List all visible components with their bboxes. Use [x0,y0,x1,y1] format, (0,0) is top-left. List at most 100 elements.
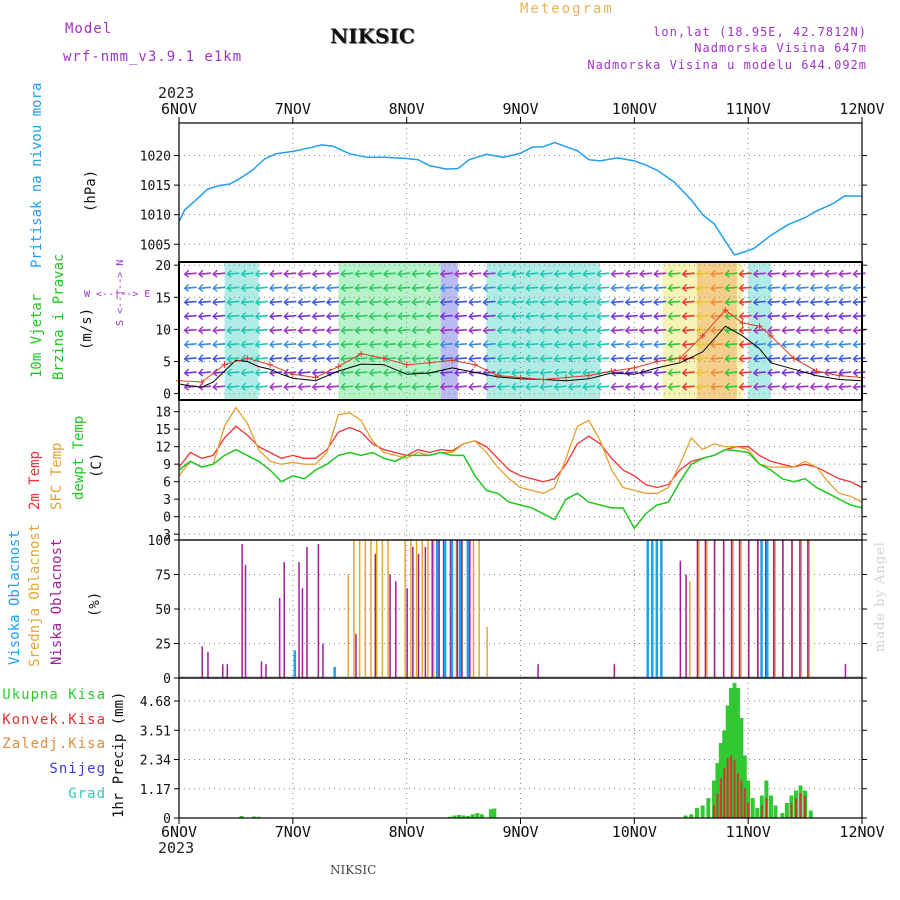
wind-arrow [270,314,283,318]
wind-arrow [326,286,340,290]
wind-arrow [369,314,382,318]
wind-arrow-head [610,354,617,363]
wind-arrow-head [539,354,545,363]
wind-arrow [398,385,411,388]
gust-marker [289,371,296,378]
gust-marker [756,323,763,330]
year-bottom: 2023 [158,839,195,857]
wind-arrow-head [197,326,204,335]
wind-arrow [597,314,610,318]
wind-arrow [198,371,211,374]
wind-arrow-head [411,283,417,292]
wind-arrow [554,371,567,374]
wind-arrow-head [567,368,574,377]
wind-arrow [440,385,453,388]
wind-arrow-head [368,326,375,335]
total-precip-bar [712,780,717,818]
wind-arrow-head [439,382,446,391]
wind-arrow-head [269,354,275,363]
wind-arrow [412,300,425,304]
wind-arrow [639,357,653,360]
wind-arrow [554,357,567,360]
y-tick-label: 75 [155,569,171,584]
model-elevation-label: Nadmorska Visina u modelu 644.092m [587,58,867,72]
wind-arrow [540,357,553,360]
wind-arrow-head [283,312,289,321]
wind-arrow-head [539,382,545,391]
wind-arrow-head [340,297,346,306]
footer-station: NIKSIC [330,863,377,877]
wind-arrow [696,385,710,388]
total-precip-bar [700,805,705,818]
wind-arrow [369,385,382,388]
y-tick-label: 15 [155,291,171,306]
wind-arrow [483,343,496,346]
x-tick-label-bottom: 10NOV [612,823,657,841]
wind-arrow [270,385,283,388]
wind-arrow-head [525,297,531,306]
wind-arrow [682,272,695,275]
wind-arrow-head [823,269,830,278]
wind-arrow-head [325,382,332,391]
wind-arrow [255,328,268,332]
wind-arrow-head [325,340,332,349]
wind-arrow-head [738,326,745,335]
wind-arrow-head [468,382,474,391]
wind-arrow [839,314,852,318]
wind-arrow-head [283,283,289,292]
wind-arrow [383,286,396,290]
wind-arrow-head [738,340,745,349]
wind-arrow-head [283,368,289,377]
legend-snow: Snijeg [49,761,106,777]
wind-arrow [696,314,710,318]
y-tick-label: 10 [155,323,171,338]
y-tick-label: 3 [163,493,171,508]
wind-arrow-head [610,297,617,306]
wind-arrow [654,371,667,374]
wind-arrow [298,371,311,374]
wind-arrow-head [283,297,289,306]
wind-arrow [853,300,866,304]
wind-arrow [625,357,638,360]
wind-arrow [711,300,724,304]
wind-arrow-head [382,382,389,391]
wind-arrow [298,343,311,346]
wind-arrow-head [624,312,631,321]
wind-arrow [725,314,738,318]
wind-arrow [341,286,354,290]
wind-arrow [355,286,368,290]
wind-arrow-head [240,312,247,321]
wind-arrow [654,357,667,360]
wind-arrow-head [226,283,232,292]
wind-arrow-head [582,354,588,363]
wind-arrow-head [795,312,802,321]
wind-arrow [298,314,311,318]
wind-arrow [497,314,510,318]
total-precip-bar [784,803,789,818]
wind-arrow [454,286,468,290]
wind-arrow [355,328,368,332]
wind-arrow-head [496,354,503,363]
wind-arrow-head [710,297,716,306]
wind-arrow-head [752,283,759,292]
x-tick-label-top: 8NOV [389,100,425,118]
wind-arrow-head [624,283,631,292]
wind-arrow [255,286,268,290]
wind-arrow-head [510,354,517,363]
wind-arrow [440,343,453,346]
wind-arrow-head [254,283,261,292]
wind-arrow-head [610,326,617,335]
total-precip-bar [470,814,475,818]
wind-arrow-head [283,269,289,278]
wind-arrow [639,272,653,275]
wind-arrow [440,328,453,332]
conv-precip-bar [790,803,793,818]
wind-arrow-head [596,340,602,349]
wind-arrow [227,371,240,374]
wind-arrow-head [852,368,858,377]
wind-arrow-head [411,382,417,391]
wind-arrow-head [197,354,204,363]
total-precip-bar [689,814,694,818]
gust-marker [403,361,410,368]
wind-arrow-head [254,382,261,391]
